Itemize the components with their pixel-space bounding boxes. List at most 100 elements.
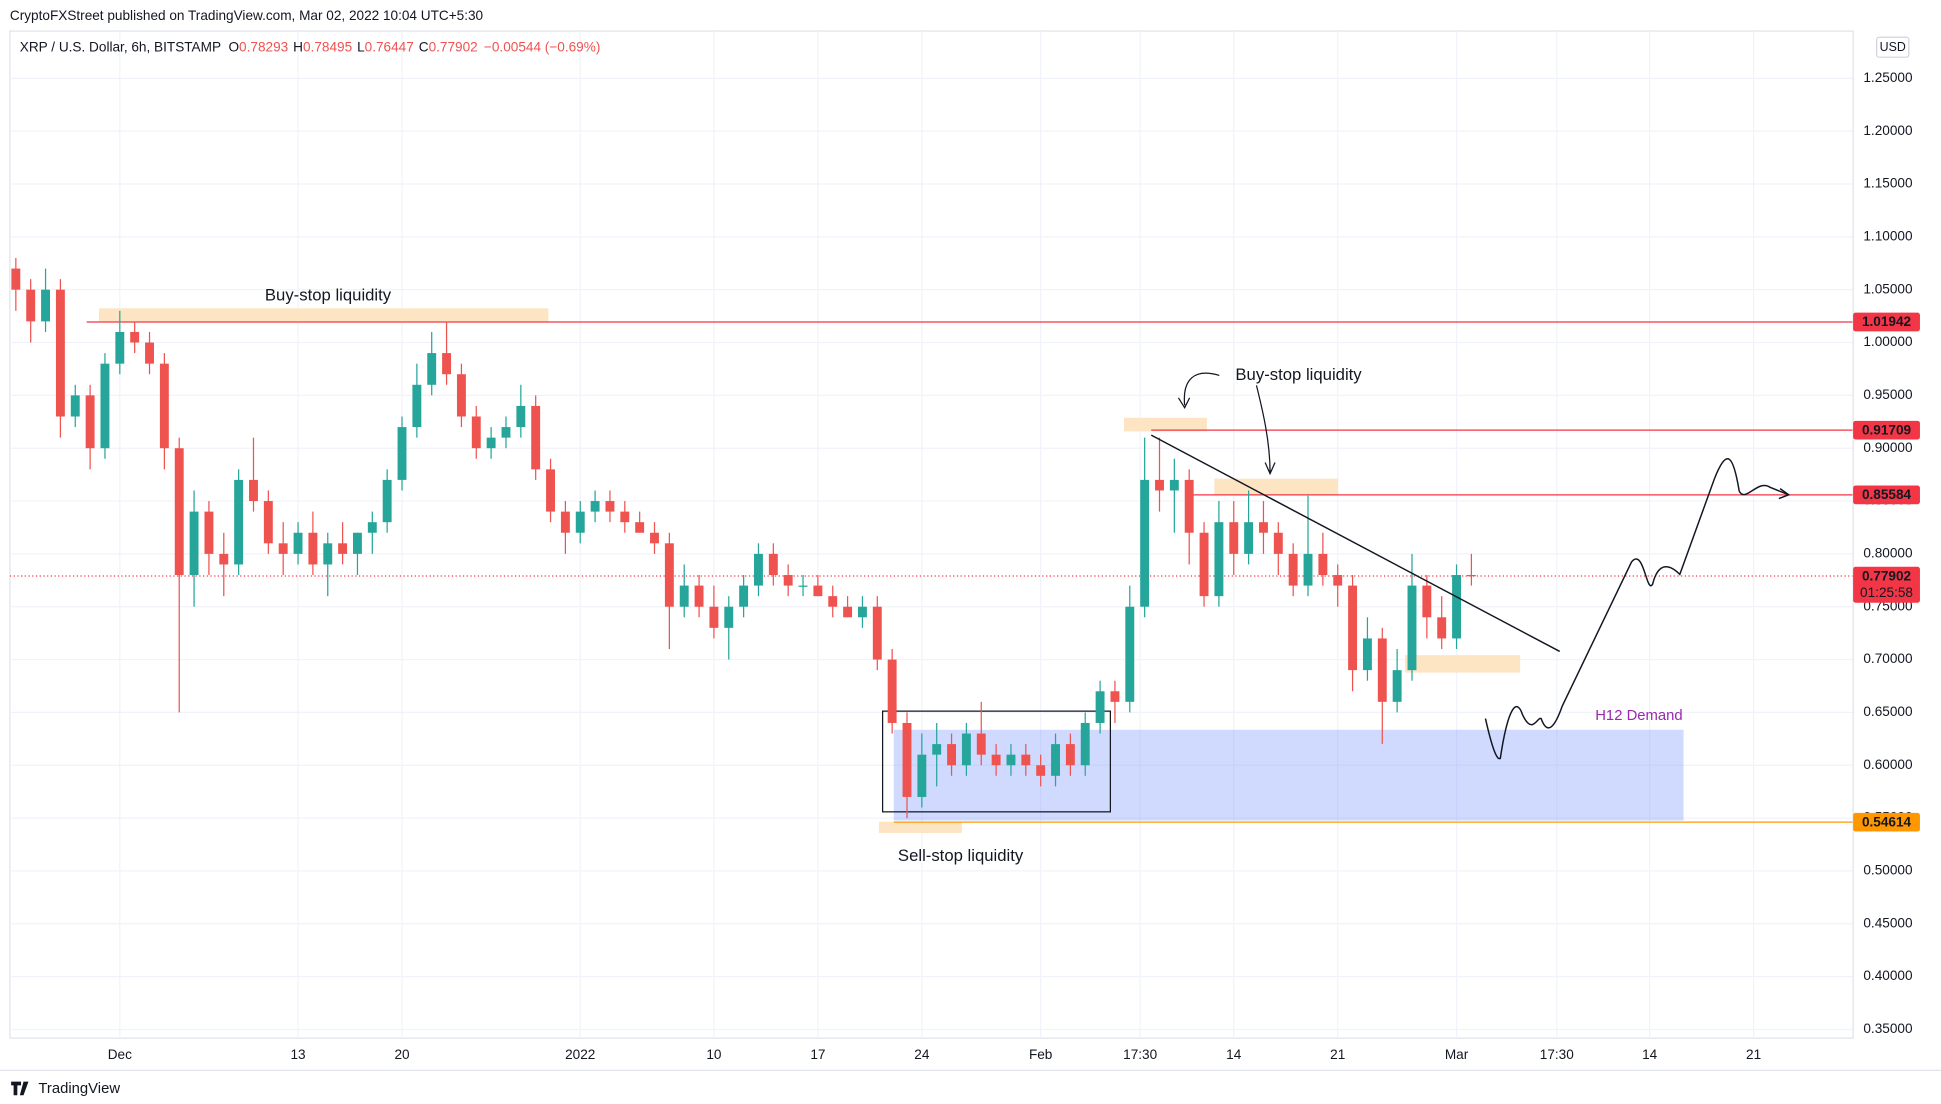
candles <box>11 257 1476 819</box>
candle-body <box>650 532 659 544</box>
y-tick-label: 1.25000 <box>1863 70 1913 85</box>
annotation: Buy-stop liquidity <box>265 285 392 304</box>
publisher: CryptoFXStreet published on TradingView.… <box>10 8 484 23</box>
candle-body <box>546 469 555 512</box>
trend-line <box>1150 434 1561 653</box>
x-tick-label: 17:30 <box>1540 1047 1574 1062</box>
candle-body <box>145 342 154 364</box>
candle-body <box>26 289 36 322</box>
candle-body <box>887 659 897 723</box>
candle-body <box>575 511 585 533</box>
candle-body <box>115 331 125 364</box>
x-tick-label: Feb <box>1029 1047 1052 1062</box>
candle-body <box>501 427 511 438</box>
candle-body <box>961 733 971 766</box>
demand-zone <box>893 729 1684 821</box>
candle-body <box>1407 585 1417 671</box>
x-tick-label: 17:30 <box>1123 1047 1157 1062</box>
annotation: Buy-stop liquidity <box>1235 365 1362 384</box>
candle-body <box>278 543 288 554</box>
candle-body <box>1036 765 1046 776</box>
candle-body <box>768 553 778 576</box>
candle-body <box>427 353 437 385</box>
y-tick-label: 1.10000 <box>1863 228 1913 243</box>
candle-body <box>1051 744 1060 776</box>
candle-body <box>1021 754 1031 766</box>
price-label-box <box>1853 420 1920 440</box>
y-tick-label: 0.50000 <box>1863 863 1913 878</box>
candle-body <box>234 479 244 565</box>
candle-body <box>1466 575 1476 577</box>
logo <box>11 1081 29 1096</box>
ohlc-key: O <box>228 39 239 54</box>
candle-body <box>813 585 823 597</box>
candle-body <box>754 553 763 586</box>
price-label-box <box>1853 566 1920 603</box>
candle-body <box>783 575 793 586</box>
y-tick-label: 0.70000 <box>1863 651 1913 666</box>
candle-body <box>41 289 51 322</box>
candle-body <box>709 606 719 628</box>
currency[interactable]: USD <box>1880 40 1906 54</box>
candle-body <box>560 511 570 533</box>
x-tick-label: 20 <box>394 1047 410 1062</box>
ohlc-value: 0.77902 <box>429 39 478 54</box>
candle-body <box>664 543 674 607</box>
candle-body <box>130 331 140 343</box>
candle-body <box>1214 522 1224 597</box>
candle-body <box>456 374 466 417</box>
candle-body <box>471 416 481 449</box>
candle-body <box>620 511 630 523</box>
price-label-box <box>1853 312 1920 332</box>
candle-body <box>872 606 882 660</box>
ohlc-value: 0.78293 <box>239 39 288 54</box>
ohlc-key: H <box>293 39 303 54</box>
y-tick-label: 1.05000 <box>1863 281 1913 296</box>
candle-body <box>219 553 229 565</box>
candle-body <box>204 511 214 554</box>
liquidity-zone <box>1123 417 1207 432</box>
candle-body <box>902 722 912 797</box>
candle-body <box>947 744 957 766</box>
price-label: 0.91709 <box>1862 422 1912 437</box>
candle-body <box>917 754 927 797</box>
candle-body <box>382 479 392 523</box>
price-lines <box>9 321 1854 823</box>
candle-body <box>516 405 526 428</box>
candle-body <box>1095 691 1105 723</box>
candle-body <box>293 532 303 554</box>
candle-body <box>1244 522 1254 554</box>
arrow <box>1255 385 1276 476</box>
y-tick-label: 1.15000 <box>1863 176 1913 191</box>
candle-body <box>1199 532 1209 597</box>
y-tick-label: 0.80000 <box>1863 545 1913 560</box>
y-tick-label: 0.90000 <box>1863 440 1913 455</box>
candle-body <box>932 744 942 755</box>
x-tick-label: 14 <box>1226 1047 1242 1062</box>
candle-body <box>724 606 734 628</box>
ohlc-value: 0.78495 <box>303 39 352 54</box>
candle-body <box>798 585 808 587</box>
candle-body <box>1318 553 1328 576</box>
candle-body <box>1006 754 1016 766</box>
candle-body <box>1422 585 1432 618</box>
candle-body <box>70 395 80 417</box>
x-tick-label: 24 <box>914 1047 930 1062</box>
candle-body <box>249 479 258 502</box>
candle-body <box>55 289 65 417</box>
candle-body <box>679 585 689 607</box>
x-tick-label: Dec <box>108 1047 132 1062</box>
candle-body <box>976 733 986 755</box>
candle-body <box>174 448 184 576</box>
ohlc-value: 0.76447 <box>365 39 414 54</box>
price-label: 0.85584 <box>1862 487 1912 502</box>
liquidity-zone <box>1214 478 1339 495</box>
currency-button[interactable] <box>1876 36 1910 58</box>
candle-body <box>442 353 452 375</box>
candle-body <box>1259 522 1268 533</box>
candle-body <box>694 585 704 607</box>
candle-body <box>1184 479 1194 533</box>
annotation: H12 Demand <box>1595 708 1682 724</box>
candle-body <box>1377 638 1387 702</box>
